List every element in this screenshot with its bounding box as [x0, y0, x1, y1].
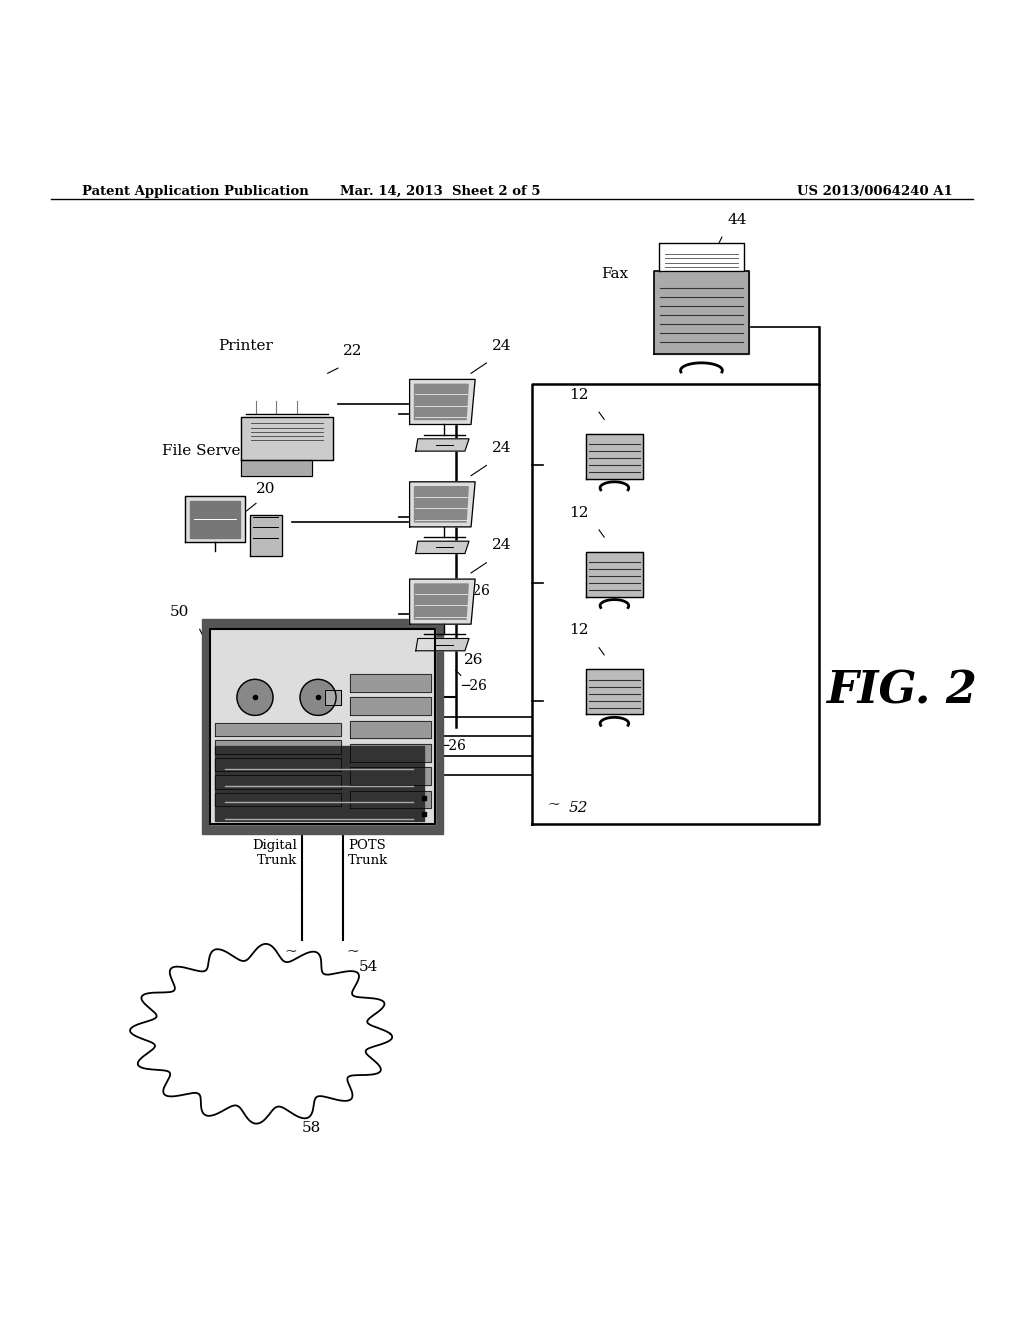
- Polygon shape: [654, 272, 750, 354]
- Text: ─26: ─26: [464, 583, 489, 598]
- Polygon shape: [658, 243, 744, 272]
- Polygon shape: [215, 758, 341, 771]
- Text: 52: 52: [568, 801, 588, 816]
- Polygon shape: [215, 722, 341, 737]
- Polygon shape: [586, 552, 643, 597]
- Circle shape: [237, 680, 273, 715]
- Text: 26: 26: [464, 653, 483, 667]
- Polygon shape: [241, 461, 312, 475]
- Text: 20: 20: [256, 482, 275, 496]
- Text: Digital
Trunk: Digital Trunk: [252, 840, 297, 867]
- Text: 54: 54: [252, 960, 271, 974]
- Text: ~: ~: [285, 945, 297, 958]
- Text: Printer: Printer: [218, 339, 273, 352]
- Polygon shape: [215, 793, 341, 807]
- Text: ─26: ─26: [461, 678, 486, 693]
- Polygon shape: [416, 639, 469, 651]
- Text: FIG. 2: FIG. 2: [825, 669, 977, 713]
- Polygon shape: [189, 500, 241, 537]
- Text: POTS
Trunk: POTS Trunk: [348, 840, 388, 867]
- Polygon shape: [349, 744, 431, 762]
- Polygon shape: [415, 384, 468, 420]
- Text: 44: 44: [727, 213, 746, 227]
- Text: US 2013/0064240 A1: US 2013/0064240 A1: [797, 185, 952, 198]
- Circle shape: [300, 680, 336, 715]
- Polygon shape: [410, 579, 475, 624]
- Polygon shape: [215, 746, 424, 821]
- Polygon shape: [415, 487, 468, 521]
- Text: 24: 24: [492, 441, 511, 455]
- Text: 12: 12: [569, 506, 589, 520]
- Polygon shape: [349, 791, 431, 808]
- Polygon shape: [415, 583, 468, 619]
- Text: 24: 24: [492, 539, 511, 553]
- Text: Fax: Fax: [601, 267, 628, 281]
- Polygon shape: [185, 496, 245, 543]
- Text: Patent Application Publication: Patent Application Publication: [82, 185, 308, 198]
- Text: ─26: ─26: [440, 739, 466, 752]
- Text: 24: 24: [492, 339, 511, 352]
- Text: 22: 22: [343, 345, 362, 358]
- Polygon shape: [210, 630, 435, 824]
- Polygon shape: [202, 619, 443, 834]
- Text: 50: 50: [170, 605, 189, 619]
- Polygon shape: [325, 689, 341, 705]
- Polygon shape: [586, 669, 643, 714]
- Text: 54: 54: [358, 960, 378, 974]
- Text: 12: 12: [569, 623, 589, 638]
- Polygon shape: [410, 379, 475, 425]
- Text: 12: 12: [569, 388, 589, 403]
- Text: Mar. 14, 2013  Sheet 2 of 5: Mar. 14, 2013 Sheet 2 of 5: [340, 185, 541, 198]
- Polygon shape: [349, 721, 431, 738]
- Polygon shape: [586, 434, 643, 479]
- Polygon shape: [349, 697, 431, 715]
- Text: ~: ~: [548, 799, 560, 812]
- Polygon shape: [349, 675, 431, 692]
- Polygon shape: [215, 741, 341, 754]
- Polygon shape: [130, 944, 392, 1123]
- Polygon shape: [241, 417, 333, 461]
- Text: 58: 58: [302, 1121, 322, 1135]
- Polygon shape: [215, 775, 341, 789]
- Text: Voice/Data
Services: Voice/Data Services: [223, 1014, 299, 1044]
- Polygon shape: [410, 482, 475, 527]
- Polygon shape: [416, 541, 469, 553]
- Text: File Server: File Server: [162, 445, 248, 458]
- Polygon shape: [416, 438, 469, 451]
- Polygon shape: [349, 767, 431, 785]
- Text: ~: ~: [346, 945, 358, 958]
- Polygon shape: [250, 515, 282, 556]
